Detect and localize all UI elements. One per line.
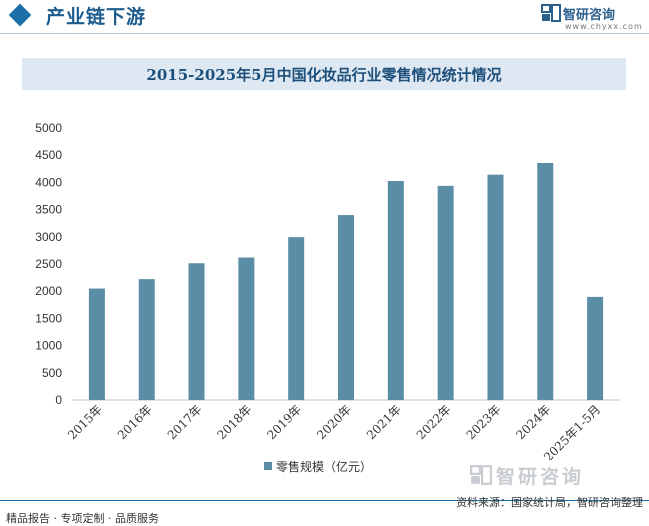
bar [238,257,255,400]
bar [138,279,155,400]
bar [288,237,305,400]
y-tick-label: 0 [55,393,62,407]
chart-title-band: 2015-2025年5月中国化妆品行业零售情况统计情况 [22,58,626,90]
x-tick-label: 2015年 [65,402,105,442]
x-tick-label: 2020年 [314,402,354,442]
bar [387,180,404,400]
watermark-logo-icon [470,465,492,485]
x-tick-label: 2016年 [115,402,155,442]
y-tick-label: 1500 [35,311,62,325]
x-tick-label: 2019年 [264,402,304,442]
y-tick-label: 500 [42,366,62,380]
y-tick-label: 2000 [35,284,62,298]
diamond-icon [8,3,32,27]
x-tick-label: 2018年 [215,402,255,442]
header-divider [0,33,649,34]
x-tick-label: 2022年 [414,402,454,442]
footer: 精品报告 · 专项定制 · 品质服务 资料来源：国家统计局，智研咨询整理 [0,496,649,526]
legend-swatch [264,462,272,470]
bar [88,288,105,400]
x-tick-label: 2023年 [464,402,504,442]
bar [487,174,504,400]
y-tick-label: 1000 [35,339,62,353]
bar-chart: 0 500 1000 1500 2000 2500 3000 3500 4000 4500 5000… [35,121,620,460]
bar [437,185,454,400]
y-tick-label: 4500 [35,148,62,162]
bar [188,263,205,400]
bar [537,162,554,400]
footer-divider [0,500,649,501]
y-tick-label: 2500 [35,257,62,271]
brand-url: www.chyxx.com [565,22,643,31]
x-tick-label: 2024年 [513,402,553,442]
bar [587,296,604,400]
watermark-text: 智研咨询 [496,466,585,488]
legend-label: 零售规模（亿元） [276,460,373,474]
footer-source: 资料来源：国家统计局，智研咨询整理 [456,496,643,509]
chart-title: 2015-2025年5月中国化妆品行业零售情况统计情况 [146,66,502,84]
section-header: 产业链下游 智研咨询 www.chyxx.com [0,0,649,34]
y-tick-label: 3000 [35,230,62,244]
y-tick-label: 3500 [35,203,62,217]
y-tick-label: 4000 [35,175,62,189]
bar [338,215,354,400]
footer-slogan: 精品报告 · 专项定制 · 品质服务 [6,512,159,525]
brand-logo: 智研咨询 www.chyxx.com [541,2,643,34]
chyxx-logo-icon [541,4,561,22]
x-tick-label: 2017年 [165,402,205,442]
brand-name: 智研咨询 [563,8,616,23]
y-tick-label: 5000 [35,121,62,135]
section-title: 产业链下游 [46,6,147,28]
x-tick-label: 2021年 [364,402,404,442]
